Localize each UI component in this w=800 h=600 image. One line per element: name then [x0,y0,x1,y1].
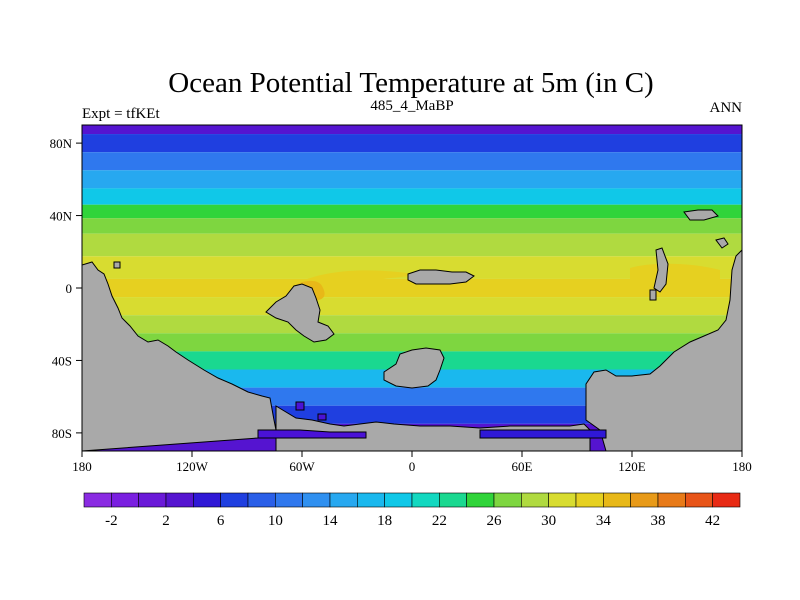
colorbar-swatch [575,492,604,508]
colorbar-label: 30 [541,513,556,529]
polar-cold-water [257,401,607,439]
colorbar-label: 10 [268,513,283,529]
colorbar-swatch [111,492,139,508]
colorbar-swatch [220,492,249,508]
colorbar-swatch [411,492,440,508]
cold-water-patch-2 [317,413,327,421]
temperature-band [82,233,742,257]
land-island-equatorial [407,269,475,285]
colorbar-swatch [685,492,713,508]
y-tick-label: 80S [52,426,72,441]
temperature-band [82,204,742,219]
colorbar-swatch [493,492,522,508]
colorbar-swatch [521,492,549,508]
cold-water-strip-east [479,429,607,439]
colorbar-label: 6 [217,513,225,529]
colorbar-label: 26 [487,513,503,529]
y-axis: 80N 40N 0 40S 80S [50,136,82,441]
colorbar-swatch [466,492,495,508]
colorbar-swatch [357,492,385,508]
colorbar-label: 34 [596,513,612,529]
x-tick-label: 180 [72,459,92,474]
land-island-northeast [683,209,719,221]
colorbar-swatch [193,492,221,508]
equatorial-warm-tongue [300,270,420,291]
temperature-band [82,315,742,334]
subtitle-left: Expt = tfKEt [82,106,160,122]
colorbar-label: 14 [323,513,339,529]
x-tick-label: 120E [618,459,646,474]
land-island-north-east-small [715,237,729,249]
land-east-continent [585,249,742,451]
x-tick-label: 0 [409,459,416,474]
land-island-southern [383,347,445,389]
x-tick-label: 60W [289,459,315,474]
temperature-band [82,278,742,298]
west-pacific-warm-pool [630,263,720,285]
colorbar-swatch [603,492,631,508]
temperature-band [82,333,742,352]
temperature-band [82,297,742,316]
cold-water-strip-west [257,429,367,439]
land-strip-east [653,247,669,293]
temperature-band [82,125,742,135]
chart-title: Ocean Potential Temperature at 5m (in C) [168,67,653,99]
colorbar-label: 22 [432,513,447,529]
colorbar-swatch [548,492,577,508]
temperature-band [82,170,742,189]
colorbar-swatch [247,492,276,508]
colorbar-label: 2 [162,513,170,529]
colorbar-swatch [712,492,741,508]
y-tick-label: 40S [52,353,72,368]
x-tick-label: 180 [732,459,752,474]
colorbar-swatch [630,492,659,508]
colorbar-swatch [165,492,194,508]
x-tick-label: 60E [512,459,533,474]
colorbar-swatch [302,492,331,508]
colorbar: -2 2 6 10 14 18 22 26 30 34 38 42 [83,492,741,529]
colorbar-label: -2 [105,513,118,529]
temperature-band [82,134,742,153]
land-masses [82,209,742,451]
colorbar-label: 38 [651,513,666,529]
land-isle-west-small [113,261,121,269]
subtitle-center: 485_4_MaBP [370,98,453,114]
land-isle-east-small [649,289,657,301]
colorbar-swatch [439,492,467,508]
colorbar-label: 18 [377,513,392,529]
subtitle-right: ANN [710,100,743,116]
colorbar-swatch [83,492,112,508]
y-tick-label: 80N [50,136,73,151]
land-mid-southern-block [265,283,335,343]
cold-water-patch [295,401,305,411]
y-tick-label: 40N [50,209,73,224]
temperature-band [82,152,742,171]
temperature-band [82,256,742,279]
temperature-band [82,218,742,234]
land-west-continent [82,261,277,451]
colorbar-swatch [329,492,358,508]
colorbar-swatch [384,492,413,508]
temperature-band [82,188,742,205]
x-tick-label: 120W [176,459,209,474]
colorbar-swatch [657,492,686,508]
y-tick-label: 0 [66,281,73,296]
x-axis: 180 120W 60W 0 60E 120E 180 [72,451,752,474]
colorbar-swatch [138,492,167,508]
colorbar-swatch [275,492,303,508]
colorbar-label: 42 [705,513,720,529]
